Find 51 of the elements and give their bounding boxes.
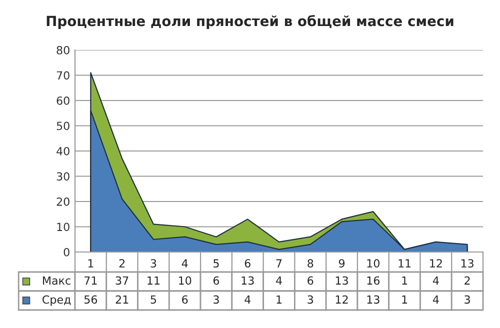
- x-tick-label: 8: [308, 259, 314, 268]
- x-tick-label: 10: [367, 259, 380, 268]
- y-tick-label: 0: [64, 248, 70, 256]
- y-tick-label: 60: [56, 96, 70, 105]
- data-label: 1: [402, 295, 408, 304]
- data-label: 13: [336, 276, 348, 285]
- y-tick-label: 50: [56, 122, 70, 130]
- legend-label: Сред: [42, 295, 71, 306]
- y-tick-label: 20: [56, 197, 70, 206]
- data-label: 3: [308, 295, 314, 304]
- y-tick-label: 70: [56, 71, 70, 80]
- data-label: 1: [276, 295, 282, 304]
- data-label: 13: [367, 295, 380, 304]
- data-label: 5: [150, 295, 156, 304]
- chart-title: Процентные доли пряностей в общей массе смеси: [46, 15, 454, 29]
- y-tick-label: 10: [57, 222, 70, 232]
- data-label: 71: [84, 276, 97, 285]
- data-label: 2: [464, 276, 470, 285]
- data-label: 3: [214, 295, 219, 304]
- x-tick-label: 2: [119, 259, 124, 268]
- data-label: 12: [336, 295, 348, 304]
- legend-label: Макс: [43, 276, 70, 285]
- x-tick-label: 13: [461, 259, 474, 268]
- data-label: 16: [367, 276, 380, 285]
- data-label: 4: [276, 276, 282, 285]
- x-tick-label: 11: [398, 259, 411, 268]
- x-tick-label: 1: [88, 259, 94, 268]
- x-tick-label: 5: [214, 259, 219, 268]
- data-label: 4: [244, 295, 251, 304]
- x-tick-label: 4: [182, 259, 188, 268]
- y-tick-label: 80: [56, 46, 70, 54]
- data-label: 13: [242, 276, 254, 285]
- data-label: 56: [84, 295, 98, 304]
- data-label: 11: [148, 276, 160, 285]
- data-label: 6: [182, 295, 188, 304]
- x-tick-label: 7: [276, 259, 282, 268]
- data-label: 1: [402, 276, 408, 285]
- x-tick-label: 3: [150, 259, 156, 268]
- data-label: 3: [464, 295, 470, 304]
- data-label: 4: [432, 276, 439, 285]
- data-label: 6: [308, 276, 314, 285]
- data-label: 21: [116, 295, 128, 304]
- x-tick-label: 9: [338, 259, 345, 268]
- x-tick-label: 6: [244, 259, 250, 268]
- y-tick-label: 30: [56, 172, 70, 181]
- x-tick-label: 12: [430, 259, 442, 268]
- y-tick-label: 40: [56, 146, 70, 156]
- data-label: 37: [116, 276, 128, 285]
- data-label: 10: [178, 276, 192, 285]
- data-label: 6: [213, 276, 220, 285]
- data-label: 4: [432, 295, 439, 304]
